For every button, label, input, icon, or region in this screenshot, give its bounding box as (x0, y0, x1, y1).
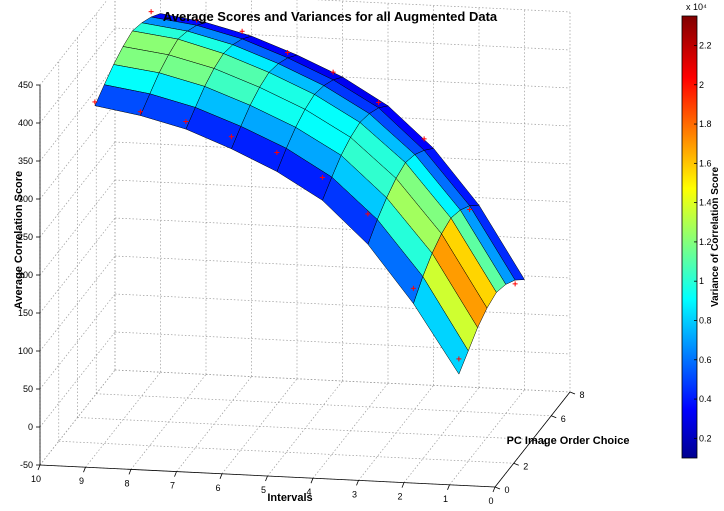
marked-point (137, 109, 143, 115)
colorbar-tick-label: 2 (699, 80, 704, 90)
x-tick-label: 8 (124, 478, 129, 488)
marked-points (92, 9, 518, 362)
surface-patch (94, 84, 151, 116)
marked-point (239, 28, 245, 34)
grid-line (39, 65, 116, 162)
marked-point (319, 175, 325, 181)
colorbar-tick-label: 0.4 (699, 394, 712, 404)
x-tick-label: 4 (306, 487, 311, 497)
colorbar-tick-label: 1 (699, 276, 704, 286)
marked-point (148, 9, 154, 15)
grid-line (114, 369, 571, 393)
grid-line (114, 331, 571, 355)
chart-title: Average Scores and Variances for all Aug… (163, 9, 498, 24)
y-tick-label: 4 (542, 438, 547, 448)
colorbar-tick-label: 1.6 (699, 158, 712, 168)
colorbar-title: Variance of Correlation Score (710, 167, 721, 307)
marked-point (467, 206, 473, 212)
marked-point (274, 150, 280, 156)
colorbar-tick-label: 1.4 (699, 198, 712, 208)
marked-point (410, 285, 416, 291)
marked-point (421, 136, 427, 142)
x-tick-label: 9 (79, 476, 84, 486)
z-tick-label: 400 (18, 118, 33, 128)
z-axis-title: Average Correlation Score (13, 171, 25, 309)
x-tick-label: 2 (397, 492, 402, 502)
y-tick-label: 0 (504, 485, 509, 495)
axes: 10 9 8 7 6 5 4 3 2 1 002468-5005010015020025030035… (18, 80, 585, 506)
y-axis-title: PC Image Order Choice (507, 435, 630, 447)
z-tick-label: 350 (18, 156, 33, 166)
y-tick-label: 6 (561, 414, 566, 424)
y-tick-label: 2 (523, 461, 528, 471)
z-tick-label: 450 (18, 80, 33, 90)
z-tick-label: 150 (18, 308, 33, 318)
marked-point (92, 99, 98, 105)
x-tick-label: 10 (31, 474, 41, 484)
marked-point (228, 134, 234, 140)
grid-line (114, 255, 571, 279)
grid-line (39, 255, 116, 352)
x-tick-label: 3 (352, 489, 357, 499)
marked-point (285, 49, 291, 55)
colorbar-ticks: 0.2 0.4 0.6 0.8 1 1.2 1.4 1.6 1.8 2 2.2 (694, 40, 712, 443)
colorbar-tick-label: 0.6 (699, 355, 712, 365)
grid-line (96, 393, 552, 417)
marked-point (330, 69, 336, 75)
grid-line (39, 0, 108, 86)
marked-point (512, 281, 518, 287)
grid-line (114, 293, 571, 317)
z-tick-label: -50 (20, 460, 33, 470)
z-tick-label: 50 (23, 384, 33, 394)
colorbar-tick-label: 2.2 (699, 40, 712, 50)
x-axis-title: Intervals (267, 492, 312, 504)
grid-line (58, 440, 514, 464)
grid-line (39, 27, 116, 124)
colorbar-tick-label: 0.2 (699, 433, 712, 443)
marked-point (194, 17, 200, 23)
grid-line (39, 331, 116, 428)
x-tick-label: 6 (215, 483, 220, 493)
grid-line (77, 417, 533, 440)
z-tick-label: 300 (18, 194, 33, 204)
marked-point (456, 356, 462, 362)
colorbar-tick-label: 0.8 (699, 315, 712, 325)
marked-point (376, 99, 382, 105)
colorbar-tick-label: 1.2 (699, 237, 712, 247)
grid-line (39, 293, 116, 390)
colorbar-exponent: x 10⁴ (686, 2, 707, 12)
z-tick-label: 200 (18, 270, 33, 280)
marked-point (365, 211, 371, 217)
x-tick-label: 1 (443, 494, 448, 504)
z-tick-label: 250 (18, 232, 33, 242)
z-tick-label: 0 (28, 422, 33, 432)
grid-line (114, 27, 571, 51)
surface (94, 13, 525, 375)
colorbar-gradient (681, 15, 698, 459)
x-tick-label: 0 (488, 496, 493, 506)
y-tick-label: 8 (579, 390, 584, 400)
x-tick-label: 5 (261, 485, 266, 495)
z-tick-label: 100 (18, 346, 33, 356)
grid-line (314, 0, 571, 13)
colorbar-tick-label: 1.8 (699, 119, 712, 129)
x-tick-label: 7 (170, 481, 175, 491)
marked-point (183, 119, 189, 125)
colorbar: x 10⁴ Variance of Correlation Score 0.20… (681, 2, 721, 459)
